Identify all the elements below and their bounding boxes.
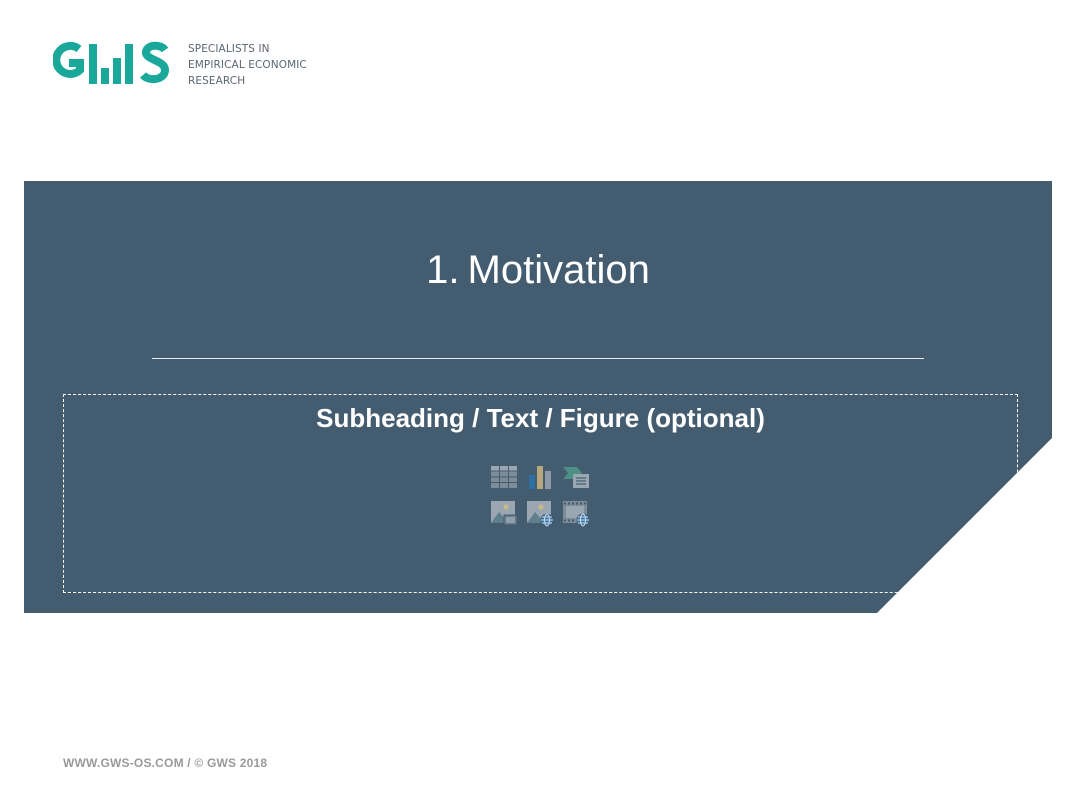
insert-icon-grid bbox=[490, 463, 594, 527]
logo-tagline: SPECIALISTS IN EMPIRICAL ECONOMIC RESEAR… bbox=[188, 41, 307, 89]
tagline-line: SPECIALISTS IN bbox=[188, 43, 270, 55]
chart-icon[interactable] bbox=[526, 463, 554, 491]
video-icon[interactable] bbox=[562, 499, 590, 527]
title-divider bbox=[152, 358, 924, 359]
online-picture-icon[interactable] bbox=[526, 499, 554, 527]
title-text: Motivation bbox=[467, 248, 650, 292]
table-icon[interactable] bbox=[490, 463, 518, 491]
title-number: 1. bbox=[426, 248, 460, 292]
tagline-line: RESEARCH bbox=[188, 75, 246, 87]
smartart-icon[interactable] bbox=[562, 463, 590, 491]
gws-logo-mark bbox=[53, 41, 170, 84]
panel-shape bbox=[24, 181, 1052, 613]
footer-text: WWW.GWS-OS.COM / © GWS 2018 bbox=[63, 756, 268, 770]
placeholder-prompt: Subheading / Text / Figure (optional) bbox=[316, 403, 765, 433]
title-panel bbox=[24, 181, 1052, 613]
tagline-line: EMPIRICAL ECONOMIC bbox=[188, 59, 307, 71]
content-placeholder[interactable]: Subheading / Text / Figure (optional) bbox=[63, 394, 1018, 593]
slide-title[interactable]: 1. Motivation bbox=[24, 244, 1052, 296]
picture-icon[interactable] bbox=[490, 499, 518, 527]
gws-logo: SPECIALISTS IN EMPIRICAL ECONOMIC RESEAR… bbox=[53, 40, 307, 89]
